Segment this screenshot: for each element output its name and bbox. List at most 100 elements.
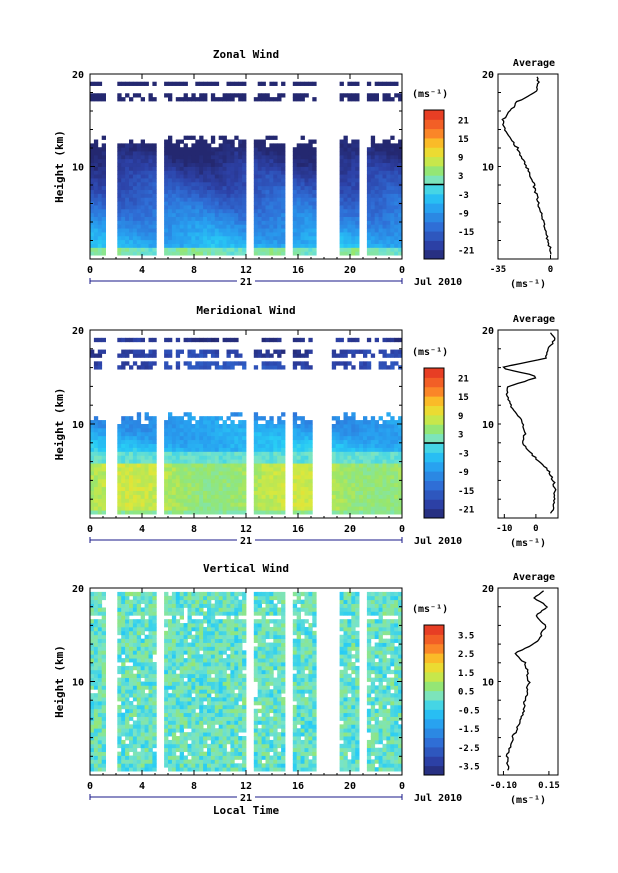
heatmap-cell xyxy=(152,216,157,221)
heatmap-cell xyxy=(101,498,106,503)
heatmap-cell xyxy=(222,337,227,343)
heatmap-cell xyxy=(257,424,262,429)
heatmap-cell xyxy=(312,174,317,179)
heatmap-cell xyxy=(132,646,138,651)
heatmap-cell xyxy=(214,189,220,194)
heatmap-cell xyxy=(281,235,286,241)
heatmap-cell xyxy=(121,459,126,464)
heatmap-cell xyxy=(125,732,130,737)
heatmap-cell xyxy=(132,151,138,156)
heatmap-cell xyxy=(164,151,169,156)
heatmap-cell xyxy=(101,712,106,717)
heatmap-cell xyxy=(101,759,106,764)
heatmap-cell xyxy=(93,708,99,714)
heatmap-cell xyxy=(265,135,270,140)
heatmap-cell xyxy=(136,623,142,628)
heatmap-cell xyxy=(93,174,99,179)
heatmap-cell xyxy=(312,232,317,237)
heatmap-cell xyxy=(125,224,130,229)
heatmap-cell xyxy=(125,736,130,741)
heatmap-cell xyxy=(117,353,122,358)
heatmap-cell xyxy=(179,178,184,183)
heatmap-cell xyxy=(121,510,126,515)
heatmap-cell xyxy=(394,467,399,472)
heatmap-cell xyxy=(359,498,364,503)
heatmap-cell xyxy=(218,443,223,448)
heatmap-cell xyxy=(175,424,181,429)
heatmap-cell xyxy=(230,201,235,206)
heatmap-cell xyxy=(339,435,344,441)
heatmap-cell xyxy=(300,166,305,171)
heatmap-cell xyxy=(144,490,149,495)
heatmap-cell xyxy=(148,205,153,210)
heatmap-cell xyxy=(117,205,122,210)
heatmap-cell xyxy=(366,97,372,102)
heatmap-cell xyxy=(171,736,177,741)
heatmap-cell xyxy=(187,154,192,160)
heatmap-cell xyxy=(382,471,387,476)
heatmap-cell xyxy=(269,239,274,244)
heatmap-cell xyxy=(218,147,223,152)
heatmap-cell xyxy=(164,595,169,601)
heatmap-cell xyxy=(234,467,239,472)
heatmap-cell xyxy=(171,708,177,714)
heatmap-cell xyxy=(179,349,184,354)
heatmap-cell xyxy=(136,681,142,686)
heatmap-cell xyxy=(359,459,364,464)
heatmap-cell xyxy=(195,420,200,425)
heatmap-cell xyxy=(269,162,274,167)
heatmap-cell xyxy=(195,154,200,160)
heatmap-cell xyxy=(90,455,95,460)
heatmap-cell xyxy=(222,447,227,452)
heatmap-cell xyxy=(390,478,395,484)
heatmap-cell xyxy=(117,739,122,745)
heatmap-cell xyxy=(355,220,360,225)
heatmap-cell xyxy=(253,228,259,233)
heatmap-cell xyxy=(253,420,259,425)
heatmap-cell xyxy=(168,755,173,760)
heatmap-cell xyxy=(304,482,309,488)
heatmap-cell xyxy=(187,732,192,737)
heatmap-cell xyxy=(261,239,266,244)
heatmap-cell xyxy=(230,431,235,437)
colorbar-segment xyxy=(424,443,444,453)
heatmap-cell xyxy=(152,197,157,202)
heatmap-cell xyxy=(304,498,309,503)
heatmap-cell xyxy=(144,623,149,628)
heatmap-cell xyxy=(90,482,95,488)
heatmap-cell xyxy=(207,435,212,441)
heatmap-cell xyxy=(152,638,157,643)
heatmap-cell xyxy=(335,435,340,441)
heatmap-cell xyxy=(175,630,181,636)
heatmap-cell xyxy=(394,490,399,495)
heatmap-cell xyxy=(214,482,220,488)
heatmap-cell xyxy=(168,439,173,444)
heatmap-cell xyxy=(121,154,126,160)
heatmap-cell xyxy=(374,162,379,167)
heatmap-cell xyxy=(253,97,259,102)
heatmap-cell xyxy=(343,412,348,417)
heatmap-cell xyxy=(312,235,317,241)
heatmap-cell xyxy=(355,93,360,98)
heatmap-cell xyxy=(261,151,266,156)
heatmap-cell xyxy=(132,201,138,206)
heatmap-cell xyxy=(97,478,103,484)
heatmap-cell xyxy=(191,205,196,210)
heatmap-cell xyxy=(152,208,157,214)
heatmap-cell xyxy=(398,243,403,248)
heatmap-cell xyxy=(148,626,153,632)
heatmap-cell xyxy=(355,247,360,252)
heatmap-cell xyxy=(129,162,134,167)
heatmap-cell xyxy=(121,478,126,484)
heatmap-cell xyxy=(265,431,270,437)
heatmap-cell xyxy=(144,685,149,690)
heatmap-cell xyxy=(183,228,188,233)
heatmap-cell xyxy=(292,185,298,191)
heatmap-cell xyxy=(144,412,149,417)
heatmap-cell xyxy=(281,420,286,425)
heatmap-cell xyxy=(347,463,352,468)
heatmap-cell xyxy=(261,224,266,229)
heatmap-cell xyxy=(370,170,376,175)
heatmap-cell xyxy=(129,498,134,503)
heatmap-cell xyxy=(210,502,216,507)
